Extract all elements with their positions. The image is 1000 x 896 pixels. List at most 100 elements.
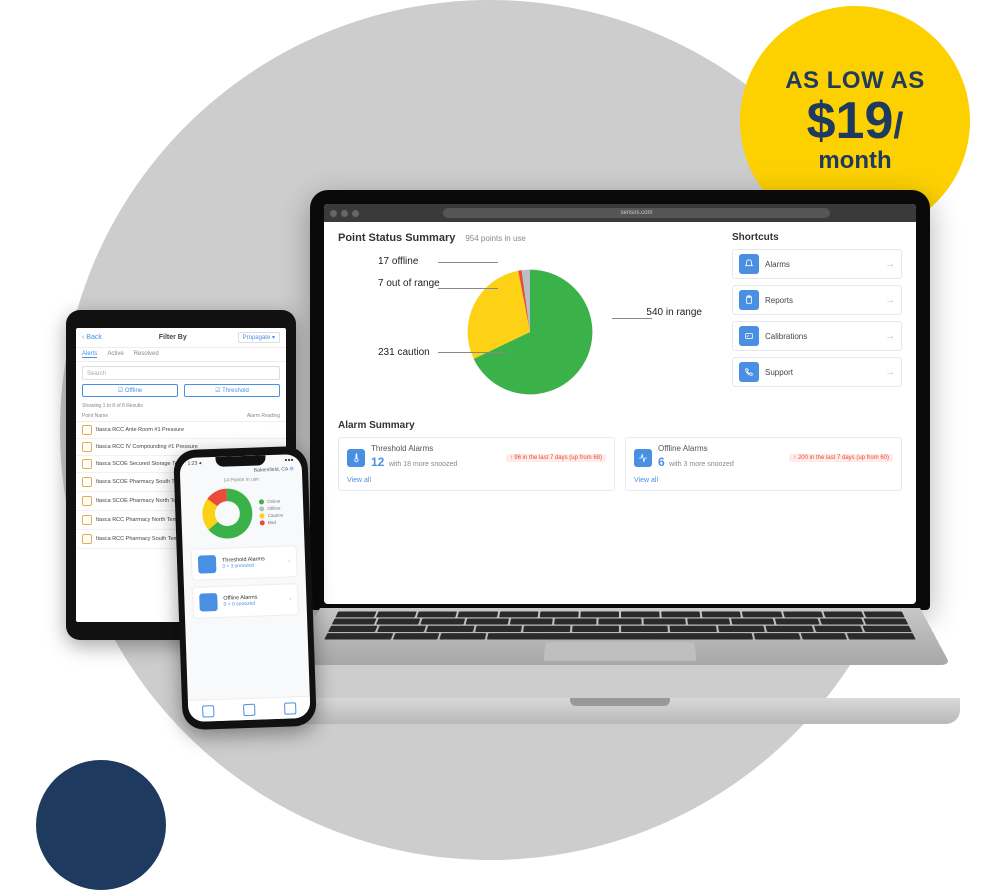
threshold-sub: with 18 more snoozed (389, 461, 457, 468)
legend-item: Online (259, 499, 283, 505)
phone-time: 1:23 ◂ (188, 460, 202, 466)
pie-label-in-range: 540 in range (646, 307, 702, 318)
alarm-icon (82, 477, 92, 487)
offline-viewall-link[interactable]: View all (634, 477, 893, 484)
point-status-header: Point Status Summary 954 points in use (338, 232, 722, 244)
nav-icon[interactable] (243, 703, 255, 715)
window-dot (352, 210, 359, 217)
pie-label-offline: 17 offline (378, 256, 418, 267)
phone-alarm-card[interactable]: Threshold Alarms3 + 3 snoozed› (191, 545, 298, 581)
alarm-icon (198, 555, 217, 574)
leader-line (612, 318, 652, 319)
chevron-right-icon: › (289, 596, 291, 602)
tab-alerts[interactable]: Alerts (82, 351, 97, 358)
phone-device: 1:23 ◂ ●●● Bakersfield, CA ⚙ 14 Points i… (173, 446, 317, 731)
alarm-icon (82, 425, 92, 435)
back-button[interactable]: ‹ Back (82, 334, 108, 341)
bell-icon (739, 254, 759, 274)
alarm-icon (82, 515, 92, 525)
browser-chrome: sensos.com (324, 204, 916, 222)
shortcut-calibrations[interactable]: Calibrations→ (732, 321, 902, 351)
alarm-icon (82, 496, 92, 506)
card-sub: 3 + 3 snoozed (222, 562, 265, 569)
tablet-header: ‹ Back Filter By Propagate ▾ (76, 328, 286, 348)
filter-button[interactable]: ☑ Offline (82, 384, 178, 397)
propagate-dropdown[interactable]: Propagate ▾ (238, 332, 280, 343)
col-alarm-reading: Alarm Reading (214, 413, 280, 419)
nav-icon[interactable] (284, 702, 296, 714)
search-input[interactable]: Search (82, 366, 280, 380)
laptop-screen-frame: sensos.com Point Status Summary 954 poin… (310, 190, 930, 610)
phone-bottom-nav (188, 696, 311, 722)
phone-icon (739, 362, 759, 382)
alarm-icon (82, 442, 92, 452)
chevron-right-icon: → (885, 331, 895, 342)
gauge-icon (739, 326, 759, 346)
nav-icon[interactable] (202, 705, 214, 717)
threshold-trend: ↑ 96 in the last 7 days (up from 68) (506, 454, 606, 462)
gear-icon[interactable]: ⚙ (289, 466, 294, 472)
shortcuts-title: Shortcuts (732, 232, 902, 243)
shortcut-reports[interactable]: Reports → (732, 285, 902, 315)
leader-line (438, 352, 508, 353)
card-sub: 0 + 0 snoozed (223, 601, 257, 608)
alarm-summary: Alarm Summary Threshold Alarms 12 wit (338, 420, 902, 594)
offline-title: Offline Alarms (658, 444, 734, 453)
window-dot (341, 210, 348, 217)
pie-chart (465, 267, 595, 397)
browser-body: Point Status Summary 954 points in use 1… (324, 222, 916, 604)
phone-screen: 1:23 ◂ ●●● Bakersfield, CA ⚙ 14 Points i… (179, 454, 310, 722)
thermometer-icon (347, 449, 365, 467)
url-bar[interactable]: sensos.com (443, 208, 830, 218)
shortcut-support[interactable]: Support → (732, 357, 902, 387)
shortcut-label: Reports (765, 296, 793, 305)
signal-icon: ●●● (284, 457, 293, 463)
offline-sub: with 3 more snoozed (669, 461, 734, 468)
shortcut-alarms[interactable]: Alarms → (732, 249, 902, 279)
legend-item: Bad (260, 520, 284, 526)
filter-button[interactable]: ☑ Threshold (184, 384, 280, 397)
alarm-icon (199, 593, 218, 612)
chevron-right-icon: › (288, 558, 290, 564)
phone-alarm-card[interactable]: Offline Alarms0 + 0 snoozed› (192, 583, 299, 619)
shortcut-label: Alarms (765, 260, 790, 269)
tablet-tabs: Alerts Active Resolved (76, 348, 286, 362)
donut-wrap: OnlineOfflineCautionBad (180, 483, 304, 543)
row-name: Itasca RCC Ante Room #1 Pressure (96, 427, 219, 433)
phone-notch (215, 455, 265, 467)
pie-chart-area: 17 offline 7 out of range 231 caution 54… (338, 252, 722, 412)
laptop-keyboard (290, 608, 951, 665)
trackpad (543, 642, 696, 661)
legend-item: Caution (260, 513, 284, 519)
tablet-title: Filter By (108, 334, 238, 341)
alarm-summary-title: Alarm Summary (338, 420, 902, 431)
threshold-viewall-link[interactable]: View all (347, 477, 606, 484)
badge-line3: month (818, 147, 891, 175)
shortcut-label: Support (765, 368, 793, 377)
offline-count: 6 (658, 455, 665, 469)
point-status-title: Point Status Summary (338, 232, 455, 244)
badge-price: $19/ (807, 95, 904, 147)
clipboard-icon (739, 290, 759, 310)
table-row[interactable]: Itasca RCC Ante Room #1 Pressure (76, 422, 286, 439)
laptop-device: sensos.com Point Status Summary 954 poin… (300, 190, 940, 724)
donut-legend: OnlineOfflineCautionBad (259, 499, 283, 526)
tab-active[interactable]: Active (107, 351, 123, 358)
threshold-count: 12 (371, 455, 384, 469)
chevron-right-icon: → (885, 259, 895, 270)
chevron-right-icon: → (885, 367, 895, 378)
pie-label-caution: 231 caution (378, 347, 430, 358)
result-count: Showing 1 to 8 of 8 Results (76, 401, 286, 411)
browser-window: sensos.com Point Status Summary 954 poin… (324, 204, 916, 604)
tab-resolved[interactable]: Resolved (134, 351, 159, 358)
offline-trend: ↑ 200 in the last 7 days (up from 60) (789, 454, 893, 462)
offline-alarm-card[interactable]: Offline Alarms 6 with 3 more snoozed ↑ 2… (625, 437, 902, 491)
table-columns: Point Name Alarm Reading (76, 411, 286, 422)
col-point-name: Point Name (82, 413, 214, 419)
laptop-base (280, 698, 960, 724)
alarm-icon (82, 459, 92, 469)
chevron-right-icon: → (885, 295, 895, 306)
window-dot (330, 210, 337, 217)
leader-line (438, 262, 498, 263)
threshold-alarm-card[interactable]: Threshold Alarms 12 with 18 more snoozed… (338, 437, 615, 491)
